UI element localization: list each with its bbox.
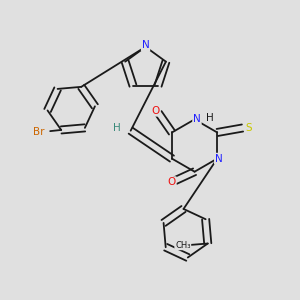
Text: S: S <box>245 123 252 133</box>
Text: H: H <box>206 113 213 123</box>
Text: N: N <box>142 40 149 50</box>
Text: N: N <box>193 114 201 124</box>
Text: O: O <box>152 106 160 116</box>
Text: H: H <box>112 123 120 133</box>
Text: CH₃: CH₃ <box>175 241 190 250</box>
Text: O: O <box>168 177 176 187</box>
Text: Br: Br <box>33 127 45 137</box>
Text: N: N <box>215 154 223 164</box>
